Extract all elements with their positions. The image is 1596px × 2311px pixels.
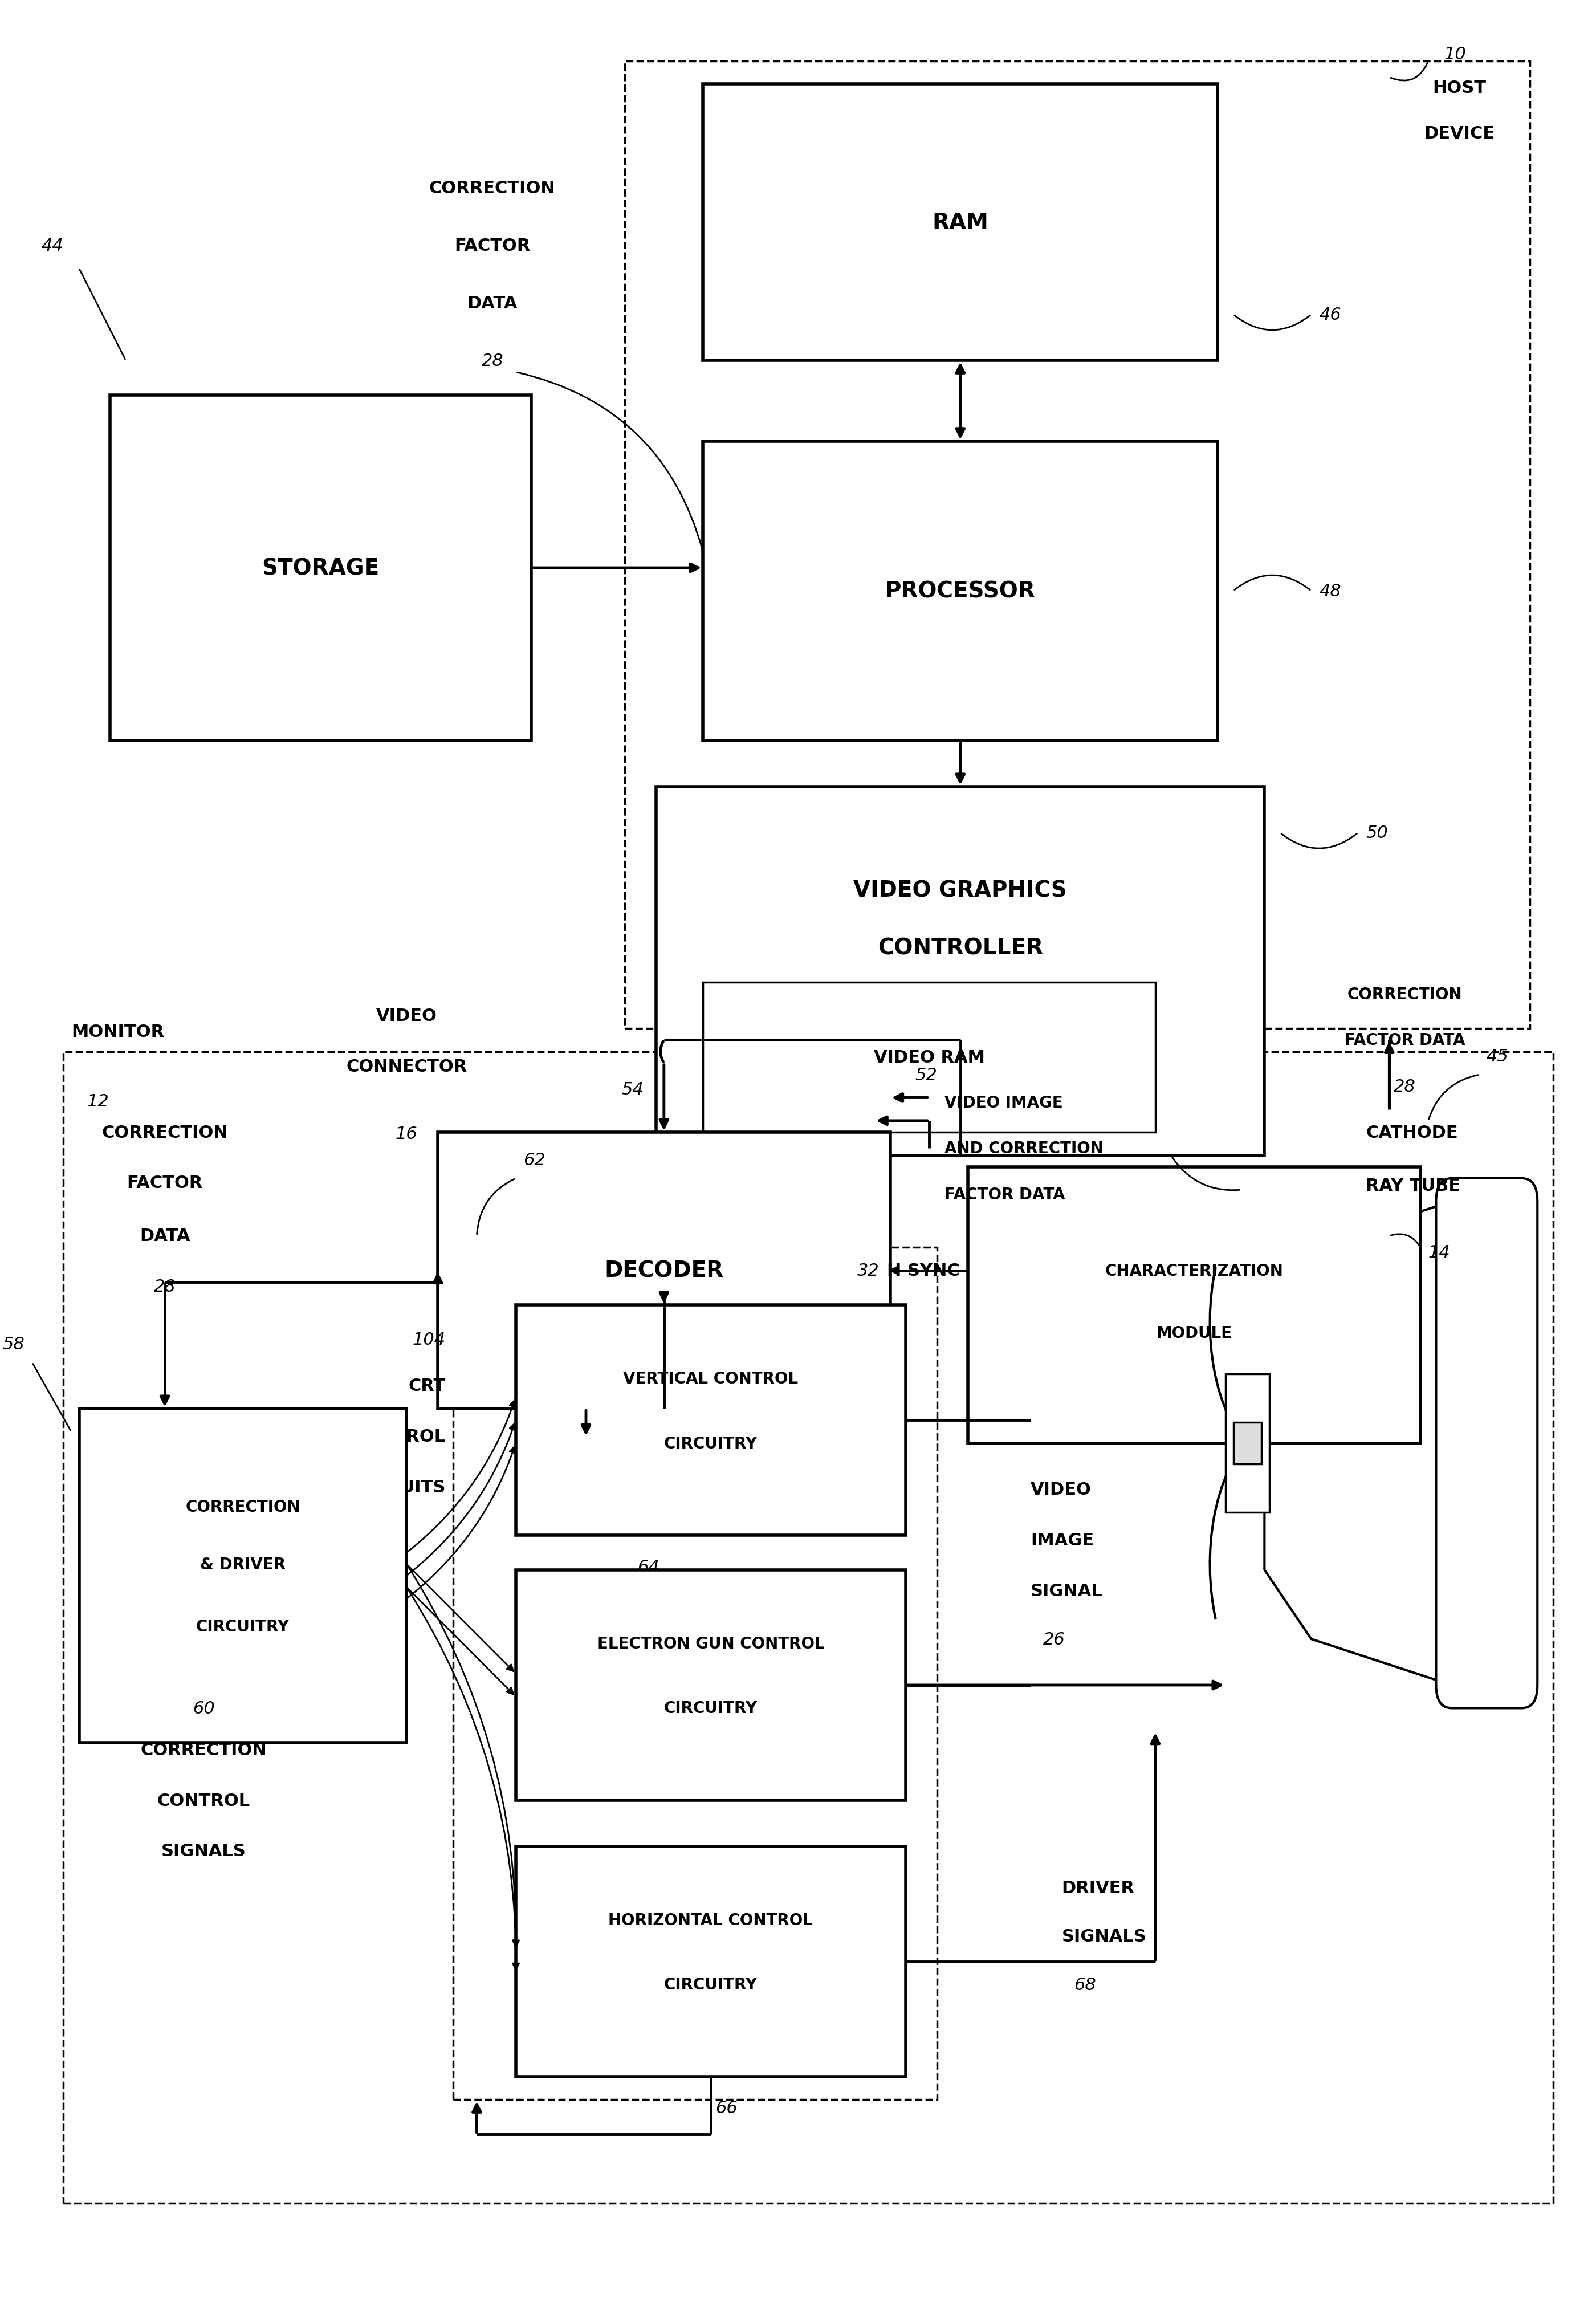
Text: 64: 64	[637, 1558, 659, 1576]
Text: VIDEO IMAGE: VIDEO IMAGE	[945, 1095, 1063, 1112]
Text: CORRECTION: CORRECTION	[185, 1500, 300, 1514]
Text: DEVICE: DEVICE	[1424, 125, 1495, 143]
Polygon shape	[1264, 1202, 1452, 1685]
Text: 20: 20	[1246, 1192, 1267, 1211]
Bar	[1234, 1424, 1261, 1465]
Text: FACTOR DATA: FACTOR DATA	[945, 1186, 1066, 1202]
Text: CORRECTION: CORRECTION	[429, 180, 555, 196]
Text: CORRECTION: CORRECTION	[102, 1123, 228, 1142]
Bar	[702, 86, 1218, 361]
Text: FACTOR: FACTOR	[455, 238, 530, 254]
Text: CIRCUITRY: CIRCUITRY	[664, 1435, 758, 1451]
Text: 60: 60	[193, 1701, 215, 1717]
Text: 66: 66	[715, 2101, 737, 2117]
Bar	[80, 1410, 407, 1742]
Text: VIDEO: VIDEO	[377, 1008, 437, 1024]
Bar	[516, 1306, 905, 1535]
Text: CIRCUITRY: CIRCUITRY	[664, 1701, 758, 1717]
Text: 50: 50	[1366, 825, 1389, 841]
Text: VERTICAL CONTROL: VERTICAL CONTROL	[622, 1370, 798, 1387]
Bar	[64, 1052, 1553, 2202]
Text: SIGNAL: SIGNAL	[1031, 1583, 1103, 1599]
Text: IMAGE: IMAGE	[1031, 1532, 1093, 1548]
Text: VIDEO RAM: VIDEO RAM	[873, 1049, 985, 1065]
Text: 26: 26	[1044, 1632, 1065, 1648]
Text: 68: 68	[1074, 1976, 1096, 1992]
Text: STORAGE: STORAGE	[262, 557, 380, 580]
Text: CORRECTION: CORRECTION	[1347, 987, 1462, 1003]
Text: 62: 62	[523, 1151, 546, 1169]
Bar	[969, 1167, 1420, 1444]
Text: 10: 10	[1444, 46, 1467, 62]
Text: & DRIVER: & DRIVER	[199, 1555, 286, 1571]
Text: 32: 32	[857, 1262, 879, 1278]
Text: CONTROLLER: CONTROLLER	[878, 938, 1044, 959]
Text: CRT: CRT	[409, 1377, 445, 1394]
Text: DECODER: DECODER	[605, 1259, 723, 1283]
Text: RAM: RAM	[932, 213, 988, 233]
Text: MONITOR: MONITOR	[72, 1024, 164, 1040]
Text: 12: 12	[86, 1093, 109, 1109]
Text: 46: 46	[1318, 307, 1341, 324]
Bar	[453, 1248, 937, 2101]
Text: 14: 14	[1428, 1243, 1451, 1259]
Bar	[516, 1569, 905, 1800]
Bar	[626, 62, 1529, 1028]
Text: VIDEO GRAPHICS: VIDEO GRAPHICS	[854, 880, 1068, 901]
Text: CIRCUITS: CIRCUITS	[356, 1479, 445, 1495]
Text: DATA: DATA	[139, 1227, 190, 1243]
Text: HORIZONTAL CONTROL: HORIZONTAL CONTROL	[608, 1911, 812, 1927]
Text: CONNECTOR: CONNECTOR	[346, 1058, 468, 1075]
Bar	[437, 1132, 891, 1410]
Text: 44: 44	[41, 238, 64, 254]
Text: 45: 45	[1486, 1049, 1508, 1065]
Text: 54: 54	[622, 1082, 643, 1098]
Text: CORRECTION: CORRECTION	[140, 1742, 267, 1759]
Text: 104: 104	[412, 1331, 445, 1347]
Text: CIRCUITRY: CIRCUITRY	[196, 1618, 289, 1634]
Text: DRIVER: DRIVER	[1061, 1879, 1135, 1895]
Text: DATA: DATA	[468, 296, 517, 312]
Text: PROCESSOR: PROCESSOR	[886, 580, 1036, 603]
FancyBboxPatch shape	[1436, 1179, 1537, 1708]
Text: SIGNALS: SIGNALS	[1061, 1927, 1146, 1944]
Text: CIRCUITRY: CIRCUITRY	[664, 1976, 758, 1992]
Text: 52: 52	[915, 1068, 937, 1084]
Bar	[1226, 1375, 1269, 1511]
Text: MODULE: MODULE	[1157, 1324, 1232, 1340]
Bar	[516, 1846, 905, 2078]
Text: 48: 48	[1318, 582, 1341, 599]
Text: ELECTRON GUN CONTROL: ELECTRON GUN CONTROL	[597, 1636, 825, 1652]
Bar	[110, 395, 531, 742]
Text: CONTROL: CONTROL	[353, 1428, 445, 1444]
Text: RAY TUBE: RAY TUBE	[1366, 1176, 1460, 1195]
Text: CHARACTERIZATION: CHARACTERIZATION	[1104, 1262, 1283, 1278]
Text: CATHODE: CATHODE	[1366, 1123, 1459, 1142]
Bar	[656, 788, 1264, 1156]
Text: H SYNC: H SYNC	[887, 1262, 959, 1278]
Text: 28: 28	[482, 354, 503, 370]
Text: FACTOR: FACTOR	[126, 1174, 203, 1192]
Text: CONTROL: CONTROL	[158, 1791, 251, 1810]
Text: FACTOR DATA: FACTOR DATA	[1344, 1033, 1465, 1049]
Bar	[702, 441, 1218, 742]
Text: SIGNALS: SIGNALS	[161, 1842, 246, 1860]
Text: HOST: HOST	[1433, 79, 1486, 97]
Text: 28: 28	[153, 1278, 176, 1294]
Text: AND CORRECTION: AND CORRECTION	[945, 1142, 1104, 1156]
Text: 58: 58	[2, 1336, 24, 1352]
Text: 28: 28	[1393, 1079, 1416, 1095]
Text: VIDEO: VIDEO	[1031, 1481, 1092, 1498]
Bar	[702, 982, 1156, 1132]
Text: 16: 16	[396, 1125, 418, 1142]
